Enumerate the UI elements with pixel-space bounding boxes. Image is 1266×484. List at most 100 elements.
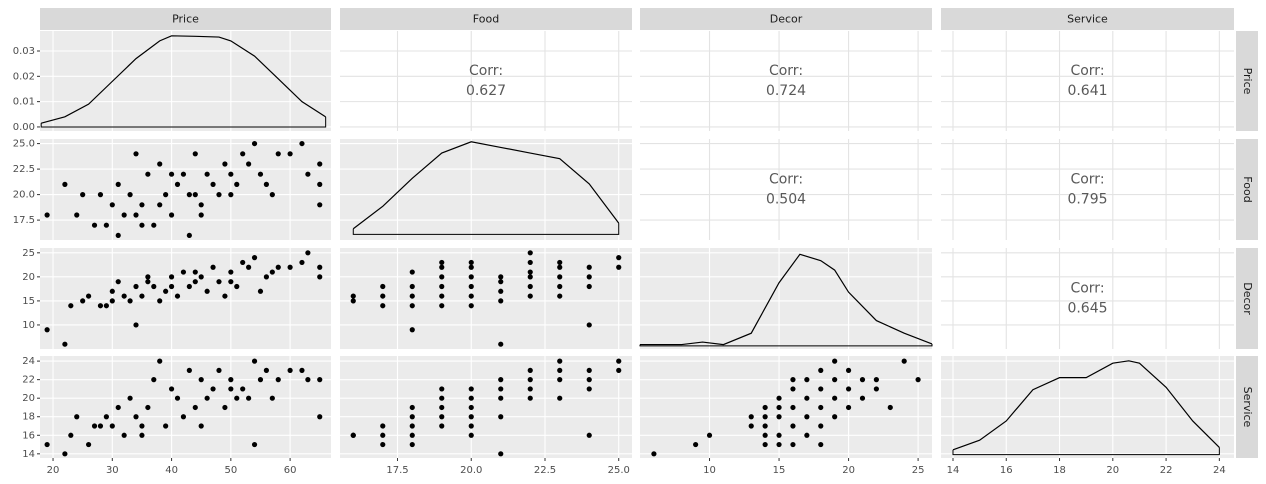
point [299, 140, 305, 147]
point [186, 232, 192, 239]
y-tick-label: 25 [22, 248, 35, 259]
point [269, 269, 275, 275]
point [409, 293, 415, 299]
point [74, 414, 80, 420]
point [204, 288, 210, 294]
panel [941, 139, 1234, 240]
point [468, 293, 474, 299]
point [139, 423, 145, 429]
density-curve [640, 253, 933, 346]
point [216, 367, 222, 373]
point [498, 298, 504, 304]
point [210, 181, 216, 187]
point [557, 274, 563, 280]
point [204, 395, 210, 401]
x-tick-label: 50 [224, 465, 237, 476]
point [62, 181, 68, 187]
point [121, 293, 127, 299]
panel [941, 31, 1234, 131]
point [616, 367, 622, 373]
point [468, 274, 474, 280]
point [317, 377, 323, 383]
corr-value: 0.795 [1067, 192, 1107, 208]
strip [941, 8, 1234, 30]
x-tick-label: 22.5 [534, 465, 556, 476]
point [103, 414, 109, 420]
point [145, 279, 151, 285]
point [439, 264, 445, 270]
point [251, 358, 258, 364]
point [845, 386, 852, 392]
point [439, 259, 445, 266]
point [263, 274, 269, 280]
point [527, 386, 533, 392]
density-base [352, 223, 620, 235]
point [748, 423, 754, 429]
point [790, 423, 796, 429]
corr-label: Corr: [1070, 63, 1104, 79]
point [251, 441, 258, 448]
point [468, 432, 474, 438]
point [409, 441, 415, 448]
point [133, 283, 139, 290]
strip [1236, 248, 1258, 349]
point [180, 414, 187, 420]
point [317, 274, 323, 280]
strip-label: Food [473, 13, 499, 26]
point [228, 279, 234, 285]
point [706, 432, 713, 438]
point [557, 259, 563, 266]
point [409, 327, 415, 333]
point [498, 279, 504, 285]
point [527, 367, 533, 373]
density-base [639, 343, 933, 347]
point [439, 293, 445, 299]
panel [640, 356, 932, 458]
point [498, 451, 504, 457]
point [228, 171, 234, 177]
point [198, 423, 204, 429]
point [174, 293, 181, 299]
x-tick-label: 24 [1213, 465, 1226, 476]
x-tick-label: 40 [165, 465, 178, 476]
strip-label: Price [172, 13, 199, 26]
y-tick-label: 15 [22, 296, 35, 307]
point [157, 202, 163, 208]
point [832, 395, 838, 401]
point [234, 395, 240, 401]
point [586, 432, 592, 438]
point [887, 404, 893, 411]
point [68, 303, 74, 309]
point [439, 303, 445, 309]
point [180, 171, 187, 177]
point [115, 181, 121, 187]
point [748, 414, 754, 420]
corr-value: 0.645 [1067, 301, 1107, 317]
point [257, 288, 264, 294]
y-tick-label: 0.02 [13, 71, 35, 82]
point [380, 283, 386, 290]
point [234, 181, 240, 187]
x-tick-label: 10 [703, 465, 716, 476]
point [68, 432, 74, 438]
point [439, 274, 445, 280]
point [145, 274, 151, 280]
point [790, 404, 796, 411]
panel [40, 356, 331, 458]
point [263, 367, 269, 373]
point [109, 202, 115, 208]
point [845, 404, 852, 411]
point [198, 212, 204, 218]
x-tick-label: 18 [1053, 465, 1066, 476]
point [198, 202, 204, 208]
point [216, 279, 222, 285]
point [439, 404, 445, 411]
point [275, 264, 281, 270]
y-tick-label: 16 [22, 430, 35, 441]
point [468, 303, 474, 309]
strip [40, 8, 331, 30]
point [804, 395, 810, 401]
point [85, 293, 92, 299]
point [409, 432, 415, 438]
